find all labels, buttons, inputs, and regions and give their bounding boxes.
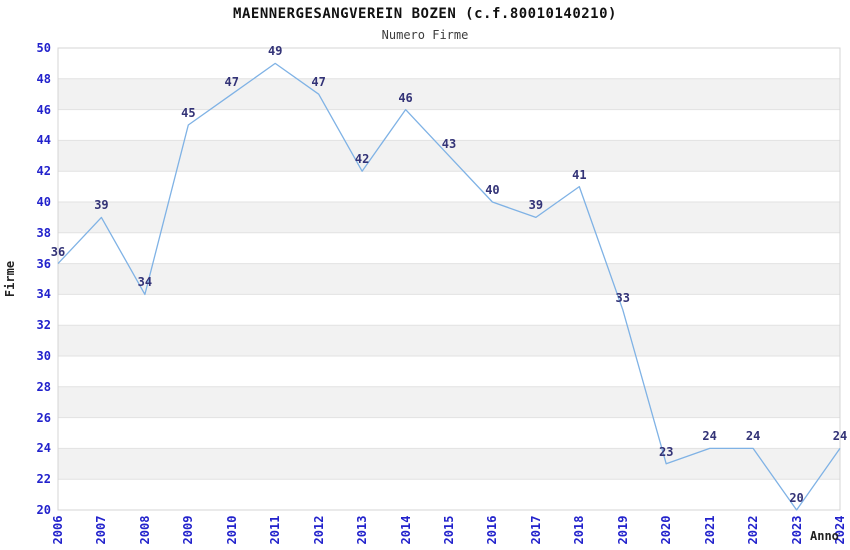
- y-tick-label: 36: [36, 256, 51, 271]
- point-label: 20: [789, 491, 804, 505]
- x-tick-label: 2006: [51, 515, 65, 545]
- y-axis-title: Firme: [3, 260, 17, 298]
- point-label: 23: [658, 444, 674, 459]
- y-tick-label: 20: [36, 503, 51, 517]
- background-band: [58, 448, 840, 480]
- point-label: 34: [137, 275, 153, 290]
- x-tick-label: 2012: [311, 515, 326, 545]
- point-label: 24: [745, 429, 761, 444]
- x-tick-label: 2016: [485, 515, 500, 545]
- y-tick-label: 32: [36, 318, 51, 333]
- background-band: [58, 386, 840, 418]
- point-label: 39: [94, 198, 109, 213]
- y-tick-label: 28: [36, 379, 51, 394]
- chart-title: MAENNERGESANGVEREIN BOZEN (c.f.800101402…: [233, 6, 617, 22]
- x-tick-label: 2015: [442, 515, 456, 545]
- point-label: 24: [832, 429, 848, 444]
- x-tick-label: 2011: [268, 515, 283, 545]
- point-label: 45: [181, 106, 196, 120]
- point-label: 43: [441, 136, 457, 151]
- background-band: [58, 263, 840, 295]
- x-tick-label: 2009: [181, 515, 196, 545]
- y-tick-label: 34: [36, 287, 51, 302]
- point-label: 47: [311, 75, 326, 90]
- x-tick-label: 2020: [659, 515, 674, 545]
- x-tick-label: 2010: [224, 515, 239, 545]
- point-label: 42: [354, 152, 370, 167]
- x-tick-label: 2018: [572, 515, 587, 545]
- y-tick-label: 22: [36, 472, 51, 487]
- x-tick-label: 2019: [615, 515, 630, 545]
- y-tick-label: 24: [36, 441, 51, 456]
- y-tick-label: 50: [36, 41, 51, 55]
- point-label: 40: [485, 183, 500, 197]
- point-label: 36: [50, 244, 66, 259]
- x-tick-label: 2022: [746, 515, 761, 545]
- x-tick-label: 2017: [528, 515, 543, 545]
- background-band: [58, 325, 840, 356]
- chart-subtitle: Numero Firme: [381, 28, 469, 42]
- x-tick-label: 2007: [94, 515, 109, 545]
- x-tick-label: 2013: [355, 515, 370, 545]
- background-band: [58, 202, 840, 233]
- y-tick-label: 26: [36, 410, 51, 425]
- y-tick-label: 48: [36, 71, 51, 86]
- x-axis-title: Anno: [810, 529, 839, 543]
- x-tick-label: 2014: [398, 515, 413, 545]
- y-tick-label: 38: [36, 225, 51, 240]
- point-label: 47: [224, 75, 239, 90]
- y-tick-label: 42: [36, 164, 51, 179]
- point-label: 33: [615, 290, 630, 305]
- point-label: 24: [702, 429, 717, 444]
- point-label: 41: [572, 167, 587, 182]
- y-tick-label: 40: [36, 195, 51, 209]
- x-tick-label: 2021: [702, 515, 717, 545]
- point-label: 49: [267, 44, 283, 59]
- plot-border: [57, 47, 841, 511]
- point-label: 46: [398, 90, 413, 105]
- y-tick-label: 44: [36, 133, 51, 148]
- y-tick-label: 46: [36, 102, 51, 117]
- x-tick-label: 2023: [789, 515, 804, 545]
- x-tick-label: 2008: [137, 515, 152, 545]
- point-label: 39: [528, 198, 544, 213]
- background-band: [58, 78, 840, 110]
- data-line: [57, 62, 841, 511]
- y-tick-label: 30: [36, 349, 51, 363]
